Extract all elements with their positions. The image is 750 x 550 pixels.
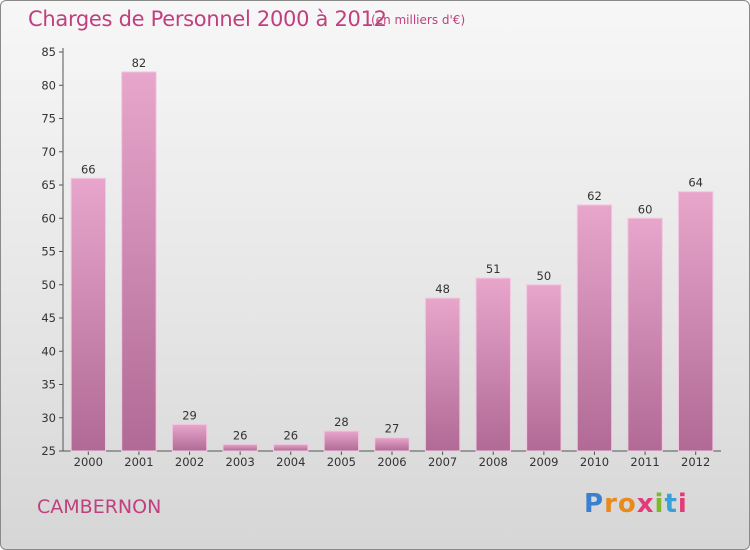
logo-letter: i: [677, 489, 688, 519]
x-tick-label: 2002: [175, 455, 204, 469]
chart-axes: 25 30 35 40 45 50 55 60 65 70 75 80 85 2000 2001 2002 20…: [41, 45, 721, 469]
bar: [171, 423, 208, 452]
y-tick-label: 35: [41, 378, 56, 392]
bar-value-label: 51: [486, 262, 501, 276]
bar-value-label: 60: [638, 202, 653, 216]
y-tick-label: 85: [41, 45, 56, 59]
x-tick-label: 2007: [428, 455, 457, 469]
bar: [526, 284, 562, 452]
y-tick-label: 25: [41, 444, 56, 458]
bar: [222, 443, 258, 452]
logo-letter: t: [664, 489, 678, 519]
logo-letter: i: [654, 489, 665, 519]
bar-value-label: 66: [81, 162, 96, 176]
logo-letter: x: [636, 489, 655, 519]
x-tick-label: 2000: [74, 455, 103, 469]
bar-value-label: 29: [182, 408, 197, 422]
y-tick-label: 55: [41, 245, 56, 259]
bar-value-label: 27: [385, 422, 400, 436]
x-tick-label: 2004: [276, 455, 305, 469]
bar-value-label: 26: [283, 428, 298, 442]
bar-value-label: 50: [537, 269, 552, 283]
logo-letter: r: [604, 489, 618, 519]
bar-value-label: 26: [233, 428, 248, 442]
bar-value-label: 82: [132, 56, 147, 70]
y-tick-label: 70: [41, 145, 56, 159]
bar: [576, 204, 613, 452]
y-tick-label: 80: [41, 78, 56, 92]
bar-value-label: 64: [688, 176, 703, 190]
x-tick-label: 2010: [580, 455, 609, 469]
y-tick-label: 60: [41, 211, 56, 225]
x-tick-label: 2008: [479, 455, 508, 469]
bar-value-label: 48: [435, 282, 450, 296]
x-tick-label: 2011: [630, 455, 659, 469]
chart-subtitle: (en milliers d'€): [371, 13, 466, 27]
bar-value-label: 62: [587, 189, 602, 203]
y-tick-label: 30: [41, 411, 56, 425]
chart-title: Charges de Personnel 2000 à 2012: [28, 7, 387, 31]
proxiti-logo[interactable]: Proxiti: [584, 489, 688, 519]
chart-data-labels: 66 82 29 26 26 28 27 48 51 50 62 60 64: [81, 56, 703, 442]
x-tick-label: 2012: [681, 455, 710, 469]
bar: [627, 217, 663, 452]
logo-letter: P: [584, 489, 605, 519]
bar: [677, 191, 714, 452]
bar: [121, 71, 157, 452]
commune-name: CAMBERNON: [37, 496, 162, 518]
x-tick-label: 2006: [377, 455, 406, 469]
bar: [70, 177, 107, 452]
bar: [374, 437, 410, 452]
y-tick-label: 50: [41, 278, 56, 292]
y-tick-label: 65: [41, 178, 56, 192]
bar: [475, 277, 511, 452]
bar-value-label: 28: [334, 415, 349, 429]
chart-bars: [70, 71, 714, 452]
x-tick-label: 2001: [124, 455, 153, 469]
logo-letter: o: [617, 489, 637, 519]
y-tick-label: 75: [41, 112, 56, 126]
y-tick-label: 40: [41, 344, 56, 358]
bar: [323, 430, 360, 452]
x-tick-label: 2005: [327, 455, 356, 469]
bar: [273, 443, 309, 452]
bar: [424, 297, 461, 452]
x-tick-label: 2003: [226, 455, 255, 469]
y-tick-label: 45: [41, 311, 56, 325]
x-tick-label: 2009: [529, 455, 558, 469]
